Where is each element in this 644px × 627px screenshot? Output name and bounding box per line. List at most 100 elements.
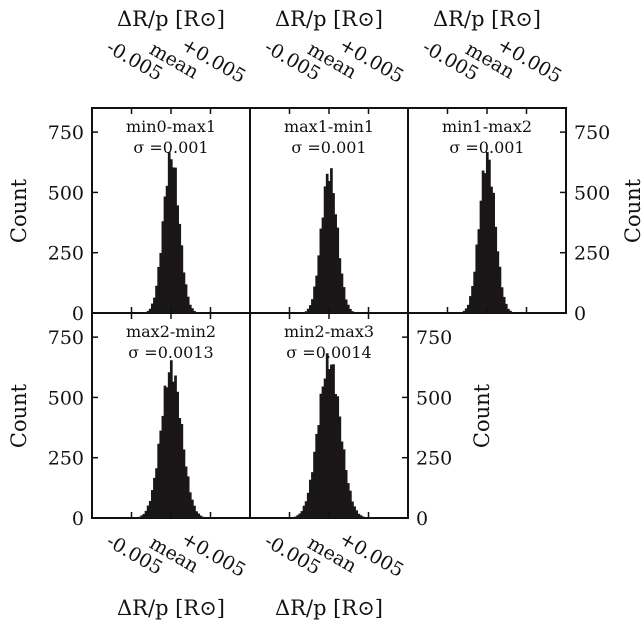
y-tick-label: 750: [416, 327, 452, 349]
histogram-bar: [336, 396, 340, 518]
histogram-bar: [351, 311, 354, 313]
histogram-bar: [332, 193, 335, 313]
histogram-bar: [144, 510, 148, 518]
histogram-bar: [492, 192, 495, 313]
histogram-bar: [511, 312, 514, 313]
histogram-bar: [298, 513, 302, 518]
x-axis-title: ΔR/p [R⊙]: [117, 7, 225, 31]
histogram-bar: [334, 214, 337, 313]
histogram-bar: [193, 505, 196, 518]
histogram-bar: [188, 304, 192, 313]
panel-title: max1-min1: [284, 117, 374, 136]
histogram-bar: [346, 304, 350, 313]
histogram-bar: [323, 378, 327, 518]
x-axis-title: ΔR/p [R⊙]: [433, 7, 541, 31]
histogram-bar: [193, 310, 196, 313]
histogram-bar: [157, 266, 161, 313]
sigma-label: σ =0.001: [133, 138, 208, 157]
histogram-bar: [344, 299, 348, 313]
y-axis-title: Count: [7, 178, 31, 243]
histogram-bar: [308, 305, 312, 313]
histogram-bar: [296, 515, 300, 518]
histogram-bar: [308, 479, 312, 518]
histogram-bar: [178, 223, 182, 313]
histogram-bar: [363, 517, 367, 518]
x-axis-title: ΔR/p [R⊙]: [117, 596, 225, 620]
histogram-bar: [485, 151, 489, 313]
histogram-bar: [148, 500, 152, 518]
sigma-label: σ =0.0014: [286, 343, 371, 362]
histogram-bar: [504, 303, 508, 313]
histogram-bar: [466, 304, 470, 313]
histogram-bar: [477, 229, 481, 313]
panel-title: min1-max2: [442, 117, 532, 136]
histogram-bar: [184, 284, 188, 313]
y-axis-title: Count: [470, 383, 494, 448]
histogram-bar: [349, 490, 352, 518]
histogram-bar: [473, 271, 477, 313]
histogram-bar: [340, 273, 344, 313]
histogram-bar: [490, 186, 493, 313]
histogram-bar: [315, 275, 319, 313]
y-tick-label: 500: [416, 387, 452, 409]
histogram-bar: [488, 159, 491, 313]
histogram-bar: [201, 516, 205, 518]
histogram-bar: [319, 393, 323, 518]
histogram-bar: [292, 517, 295, 518]
histogram-bar: [148, 308, 152, 313]
y-axis-title: Count: [7, 383, 31, 448]
histogram-bar: [191, 499, 194, 518]
sigma-label: σ =0.0013: [128, 343, 213, 362]
histogram-bar: [174, 375, 177, 518]
histogram-bar: [475, 244, 479, 313]
histogram-bar: [182, 272, 186, 313]
histogram-bar: [163, 196, 167, 313]
histogram-bar: [155, 285, 158, 313]
histogram-bar: [338, 416, 342, 518]
histogram-bar: [155, 468, 158, 518]
histogram-bar: [469, 296, 472, 313]
histogram-bar: [146, 505, 150, 518]
histogram-bar: [496, 251, 500, 313]
histogram-bar: [176, 391, 179, 518]
histogram-bar: [157, 443, 161, 518]
histogram-bar: [311, 299, 314, 313]
y-tick-label: 250: [574, 243, 610, 265]
y-tick-label: 0: [72, 303, 84, 325]
histogram-bar: [172, 381, 175, 518]
histogram-bar: [313, 451, 316, 518]
histogram-bar: [471, 286, 474, 313]
histogram-bar: [315, 433, 319, 518]
histogram-bar: [186, 476, 190, 518]
histogram-bar: [327, 369, 331, 518]
histogram-bar: [150, 303, 154, 313]
histogram-bar: [191, 308, 194, 313]
y-tick-label: 0: [416, 508, 428, 530]
histogram-bar: [167, 152, 171, 313]
y-axis-title: Count: [621, 178, 644, 243]
histogram-bar: [336, 227, 340, 313]
histogram-bar: [346, 483, 350, 518]
histogram-bar: [195, 511, 198, 518]
y-tick-label: 750: [48, 327, 84, 349]
histogram-bar: [169, 360, 173, 518]
histogram-bar: [359, 515, 363, 518]
histogram-bar: [186, 296, 190, 313]
histogram-bar: [302, 505, 306, 518]
histogram-bar: [338, 258, 342, 313]
y-tick-label: 500: [48, 387, 84, 409]
histogram-bar: [302, 312, 306, 313]
histogram-bar: [153, 477, 156, 518]
histogram-bar: [479, 200, 483, 313]
histogram-bar: [167, 372, 171, 518]
histogram-bar: [195, 312, 198, 313]
histogram-bar: [325, 173, 329, 313]
histogram-bar: [306, 492, 310, 518]
histogram-bar: [342, 287, 346, 313]
histogram-bar: [321, 217, 325, 313]
histogram-bar: [169, 159, 173, 313]
histogram-bar: [330, 364, 333, 518]
histogram-bar: [146, 310, 150, 313]
histogram-bar: [161, 221, 165, 313]
